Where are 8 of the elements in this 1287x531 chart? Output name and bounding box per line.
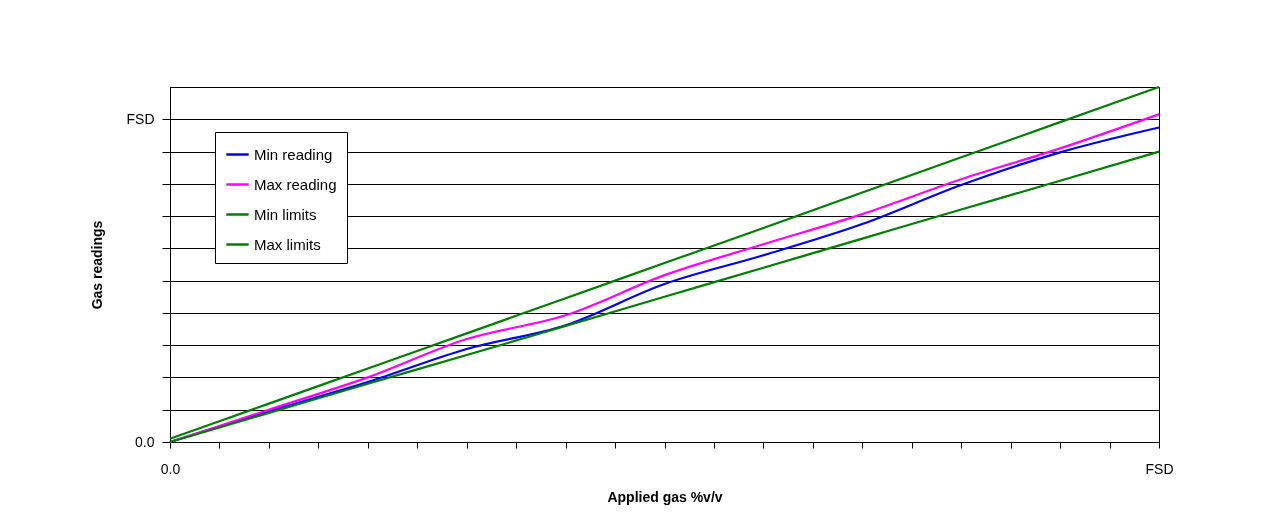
- legend-label: Max reading: [254, 175, 337, 193]
- y-axis-title: Gas readings: [88, 220, 105, 310]
- text: FSD: [126, 110, 155, 127]
- text: 0.0: [135, 433, 155, 450]
- x-axis-title: Applied gas %v/v: [607, 488, 723, 505]
- legend-label: Min reading: [254, 145, 333, 163]
- legend-label: Min limits: [254, 205, 317, 223]
- legend-label: Max limits: [254, 235, 321, 253]
